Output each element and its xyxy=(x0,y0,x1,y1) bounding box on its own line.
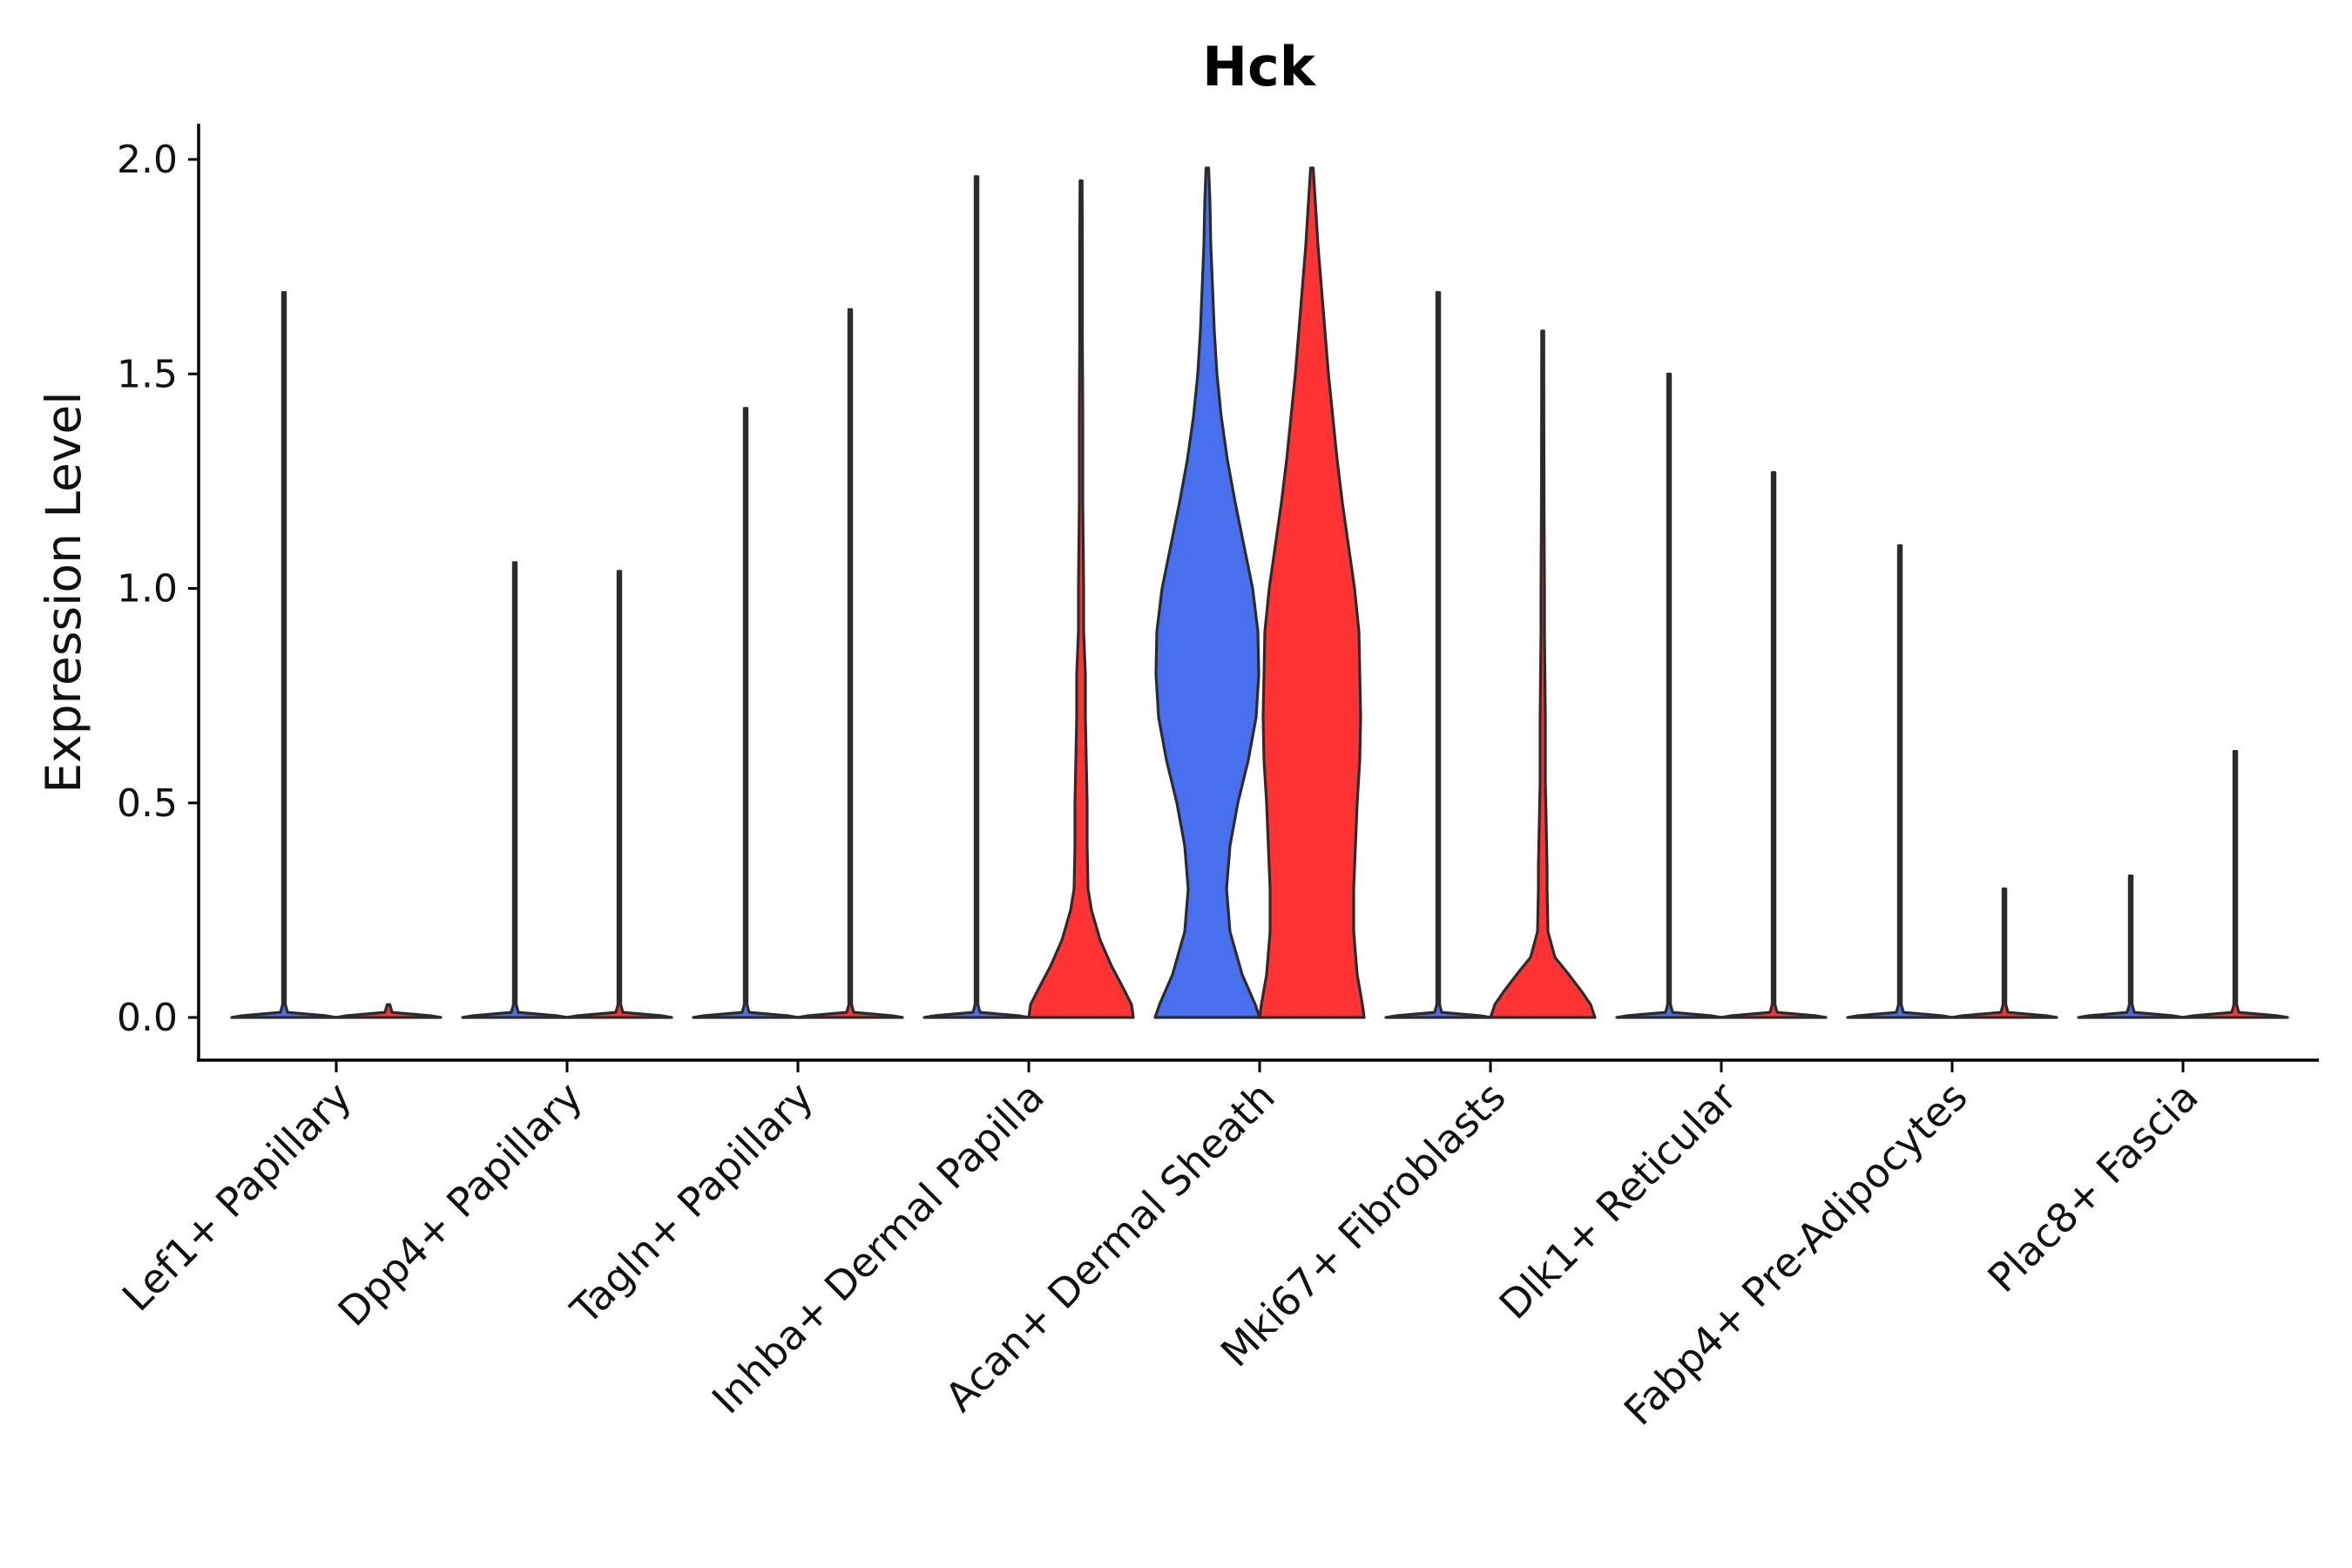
violin-blue-tagln-papillary xyxy=(692,407,800,1019)
violin-blue-fabp4-pre-adipocytes xyxy=(1846,544,1954,1019)
violin-blue-mki67-fibroblasts xyxy=(1384,291,1492,1019)
violin-red-mki67-fibroblasts xyxy=(1489,329,1597,1019)
y-ticks: 0.0 0.5 1.0 1.5 2.0 xyxy=(117,138,199,1040)
violin-red-dpp4-papillary xyxy=(565,570,673,1019)
x-tick-label: Dlk1+ Reticular xyxy=(1490,1073,1746,1328)
violin-red-dlk1-reticular xyxy=(1720,470,1828,1019)
violin-group xyxy=(230,166,2289,1019)
violin-red-fabp4-pre-adipocytes xyxy=(1950,887,2058,1019)
violin-red-acan-dermal-sheath xyxy=(1258,166,1366,1019)
chart-title: Hck xyxy=(1202,35,1317,98)
y-tick-label: 2.0 xyxy=(117,138,178,182)
axes xyxy=(197,124,2319,1062)
y-tick-label: 0.5 xyxy=(117,781,178,826)
violin-red-tagln-papillary xyxy=(796,308,904,1019)
y-tick-label: 1.0 xyxy=(117,567,178,612)
y-axis-label: Expression Level xyxy=(36,391,91,793)
x-tick-label: Dpp4+ Papillary xyxy=(329,1073,591,1335)
violin-blue-acan-dermal-sheath xyxy=(1153,166,1261,1019)
violin-red-inhba-dermal-papilla xyxy=(1027,179,1135,1019)
violin-blue-inhba-dermal-papilla xyxy=(923,175,1031,1019)
y-tick-label: 1.5 xyxy=(117,352,178,396)
violin-blue-lef1-papillary xyxy=(230,291,338,1019)
y-tick-label: 0.0 xyxy=(117,996,178,1040)
violin-red-plac8-fascia xyxy=(2181,750,2289,1019)
violin-blue-plac8-fascia xyxy=(2077,874,2185,1019)
x-tick-label: Plac8+ Fascia xyxy=(1978,1073,2207,1301)
violin-blue-dlk1-reticular xyxy=(1615,372,1723,1019)
violin-red-lef1-papillary xyxy=(335,1003,443,1019)
violin-blue-dpp4-papillary xyxy=(461,561,569,1019)
x-tick-label: Lef1+ Papillary xyxy=(113,1073,361,1321)
x-tick-label: Tagln+ Papillary xyxy=(561,1073,822,1335)
